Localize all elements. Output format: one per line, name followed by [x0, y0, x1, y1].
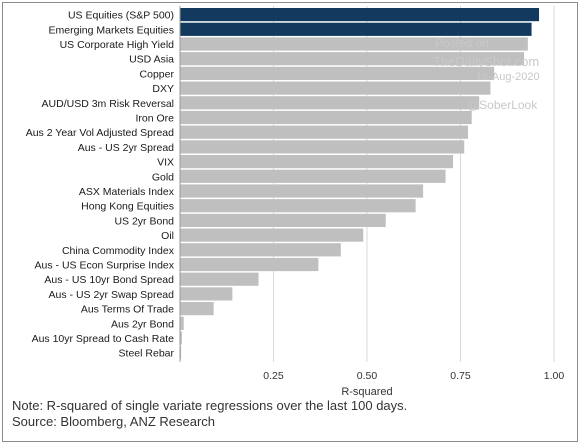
- category-label-19: Aus - US 2yr Swap Spread: [49, 289, 175, 301]
- x-axis-title: R-squared: [341, 386, 392, 398]
- category-label-4: Copper: [140, 68, 175, 80]
- category-label-10: VIX: [157, 157, 174, 169]
- x-tick-label-2: 0.75: [450, 370, 471, 382]
- bar-20: [180, 302, 214, 316]
- category-label-23: Steel Rebar: [119, 348, 175, 360]
- bar-8: [180, 125, 468, 139]
- category-label-15: Oil: [161, 230, 174, 242]
- category-label-2: US Corporate High Yield: [60, 39, 175, 51]
- category-label-16: China Commodity Index: [62, 245, 175, 257]
- bar-22: [180, 331, 182, 345]
- bar-11: [180, 169, 446, 183]
- bar-15: [180, 228, 364, 242]
- watermark-date: 18-Aug-2020: [476, 71, 540, 83]
- bar-3: [180, 52, 525, 66]
- bar-14: [180, 213, 386, 227]
- bar-18: [180, 272, 259, 286]
- category-label-0: US Equities (S&P 500): [68, 10, 174, 22]
- bar-17: [180, 257, 319, 272]
- category-label-18: Aus - US 10yr Bond Spread: [44, 274, 174, 286]
- category-label-1: Emerging Markets Equities: [49, 24, 174, 36]
- bar-23: [180, 346, 182, 360]
- category-label-6: AUD/USD 3m Risk Reversal: [42, 98, 174, 110]
- chart-source: Source: Bloomberg, ANZ Research: [12, 414, 216, 429]
- category-label-7: Iron Ore: [135, 113, 174, 125]
- x-tick-label-1: 0.50: [357, 370, 378, 382]
- category-label-12: ASX Materials Index: [79, 186, 175, 198]
- bar-19: [180, 287, 233, 301]
- bar-12: [180, 184, 424, 198]
- category-label-21: Aus 2yr Bond: [111, 318, 174, 330]
- watermark-site: TheDailyShot.com: [433, 54, 540, 69]
- x-tick-label-3: 1.00: [544, 370, 565, 382]
- bar-5: [180, 81, 491, 95]
- bar-7: [180, 110, 472, 125]
- bar-6: [180, 96, 480, 110]
- category-label-5: DXY: [152, 83, 174, 95]
- category-label-8: Aus 2 Year Vol Adjusted Spread: [26, 127, 174, 139]
- bar-2: [180, 37, 528, 51]
- watermark-posted-on: Posted on: [435, 36, 490, 50]
- bar-10: [180, 155, 454, 169]
- bar-16: [180, 243, 341, 257]
- bar-1: [180, 22, 532, 36]
- category-label-17: Aus - US Econ Surprise Index: [35, 260, 175, 272]
- bar-4: [180, 66, 495, 80]
- bar-0: [180, 8, 540, 22]
- bar-21: [180, 316, 184, 330]
- category-label-22: Aus 10yr Spread to Cash Rate: [32, 333, 175, 345]
- watermark-handle: @SoberLook: [467, 98, 538, 112]
- category-label-14: US 2yr Bond: [114, 215, 174, 227]
- category-label-11: Gold: [152, 171, 174, 183]
- bar-9: [180, 140, 465, 154]
- category-label-13: Hong Kong Equities: [81, 201, 174, 213]
- category-label-20: Aus Terms Of Trade: [81, 304, 174, 316]
- x-tick-label-0: 0.25: [263, 370, 284, 382]
- category-label-9: Aus - US 2yr Spread: [78, 142, 174, 154]
- category-label-3: USD Asia: [129, 54, 174, 66]
- chart-footer: Note: R-squared of single variate regres…: [12, 398, 407, 430]
- bar-13: [180, 199, 416, 213]
- chart-note: Note: R-squared of single variate regres…: [12, 398, 408, 413]
